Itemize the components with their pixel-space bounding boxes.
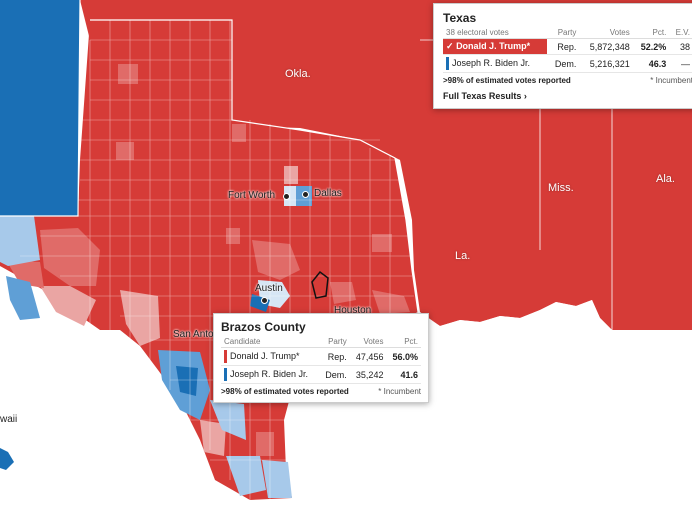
ev-cell: 38 <box>669 38 692 55</box>
county-panel-footer: >98% of estimated votes reported * Incum… <box>221 387 421 396</box>
county-shape[interactable] <box>200 420 226 456</box>
county-shape[interactable] <box>372 234 392 252</box>
candidate-name: Joseph R. Biden Jr. <box>452 57 531 68</box>
column-header-party: Party <box>319 336 350 348</box>
county-shape[interactable] <box>116 142 134 160</box>
candidate-cell: Joseph R. Biden Jr. <box>221 365 320 384</box>
county-shape[interactable] <box>118 64 138 84</box>
pct-cell: 52.2% <box>632 38 670 55</box>
brazos-county-highlight[interactable] <box>311 270 329 299</box>
county-shape[interactable] <box>226 456 266 496</box>
reporting-status: >98% of estimated votes reported <box>443 76 571 85</box>
city-dot-fort-worth <box>283 193 290 200</box>
state-results-table: 38 electoral votes Party Votes Pct. E.V.… <box>443 27 692 73</box>
check-icon: ✓ <box>446 41 454 51</box>
county-shape[interactable] <box>40 228 100 286</box>
table-row: Donald J. Trump* Rep. 47,456 56.0% <box>221 347 421 366</box>
incumbent-note: * Incumbent <box>650 76 692 85</box>
column-header-pct: Pct. <box>386 336 421 348</box>
full-results-link[interactable]: Full Texas Results › <box>443 91 527 101</box>
county-shape[interactable] <box>0 216 40 266</box>
party-color-bar <box>446 57 449 70</box>
electoral-votes-subhead: 38 electoral votes <box>446 28 509 37</box>
state-label-hawaii: waii <box>0 414 18 425</box>
state-label-ala: Ala. <box>656 173 675 185</box>
state-results-tooltip: Texas 38 electoral votes Party Votes Pct… <box>433 3 692 109</box>
candidate-cell: Joseph R. Biden Jr. <box>443 54 548 73</box>
state-new-mexico[interactable] <box>0 0 80 216</box>
county-shape[interactable] <box>176 366 198 396</box>
column-header-votes: Votes <box>349 336 387 348</box>
column-header-candidate: Candidate <box>221 336 320 348</box>
county-shape[interactable] <box>252 240 300 280</box>
county-shape[interactable] <box>6 276 40 320</box>
party-cell: Rep. <box>319 347 350 366</box>
county-title: Brazos County <box>221 320 306 334</box>
state-label-la: La. <box>455 250 471 262</box>
county-shape[interactable] <box>284 166 298 184</box>
state-panel-footer: >98% of estimated votes reported * Incum… <box>443 76 692 85</box>
column-header-ev: E.V. <box>669 27 692 39</box>
state-label-okla: Okla. <box>285 68 311 80</box>
column-header-pct: Pct. <box>632 27 670 39</box>
table-row: Joseph R. Biden Jr. Dem. 35,242 41.6 <box>221 365 421 384</box>
county-results-table: Candidate Party Votes Pct. Donald J. Tru… <box>221 336 421 384</box>
candidate-cell: Donald J. Trump* <box>221 347 320 366</box>
city-dot-dallas <box>302 191 309 198</box>
county-shape[interactable] <box>40 286 96 326</box>
column-header-votes: Votes <box>579 27 633 39</box>
candidate-name: Donald J. Trump* <box>230 350 300 361</box>
county-shape[interactable] <box>6 260 44 288</box>
party-cell: Rep. <box>547 38 580 55</box>
pct-cell: 46.3 <box>632 54 670 73</box>
candidate-name: Donald J. Trump* <box>456 41 531 51</box>
county-shape[interactable] <box>256 432 274 456</box>
state-border <box>0 0 81 217</box>
votes-cell: 35,242 <box>349 365 387 384</box>
party-cell: Dem. <box>547 54 580 73</box>
city-label-austin: Austin <box>255 283 283 294</box>
votes-cell: 5,216,321 <box>579 54 633 73</box>
gulf-of-mexico <box>418 300 692 510</box>
state-label-miss: Miss. <box>548 182 574 194</box>
column-header-party: Party <box>547 27 580 39</box>
party-color-bar <box>224 350 227 363</box>
texas-border <box>90 19 419 313</box>
votes-cell: 5,872,348 <box>579 38 633 55</box>
city-label-houston: Houston <box>334 305 372 316</box>
candidate-cell-winner: ✓ Donald J. Trump* <box>443 38 548 55</box>
candidate-name: Joseph R. Biden Jr. <box>230 368 309 379</box>
party-color-bar <box>224 368 227 381</box>
pct-cell: 41.6 <box>386 365 421 384</box>
party-cell: Dem. <box>319 365 350 384</box>
city-dot-austin <box>261 297 268 304</box>
state-hawaii[interactable] <box>0 448 14 470</box>
incumbent-note: * Incumbent <box>378 387 421 396</box>
county-shape[interactable] <box>330 282 356 304</box>
votes-cell: 47,456 <box>349 347 387 366</box>
table-row: ✓ Donald J. Trump* Rep. 5,872,348 52.2% … <box>443 38 692 55</box>
reporting-status: >98% of estimated votes reported <box>221 387 349 396</box>
city-label-fort-worth: Fort Worth <box>228 190 276 201</box>
city-label-dallas: Dallas <box>314 188 342 199</box>
pct-cell: 56.0% <box>386 347 421 366</box>
county-shape[interactable] <box>232 124 246 142</box>
state-title: Texas <box>443 11 477 25</box>
table-row: Joseph R. Biden Jr. Dem. 5,216,321 46.3 … <box>443 54 692 73</box>
county-results-tooltip: Brazos County Candidate Party Votes Pct.… <box>213 313 429 403</box>
ev-cell: — <box>669 54 692 73</box>
city-label-san-antonio: San Anto <box>173 329 214 340</box>
county-shape[interactable] <box>262 460 292 498</box>
